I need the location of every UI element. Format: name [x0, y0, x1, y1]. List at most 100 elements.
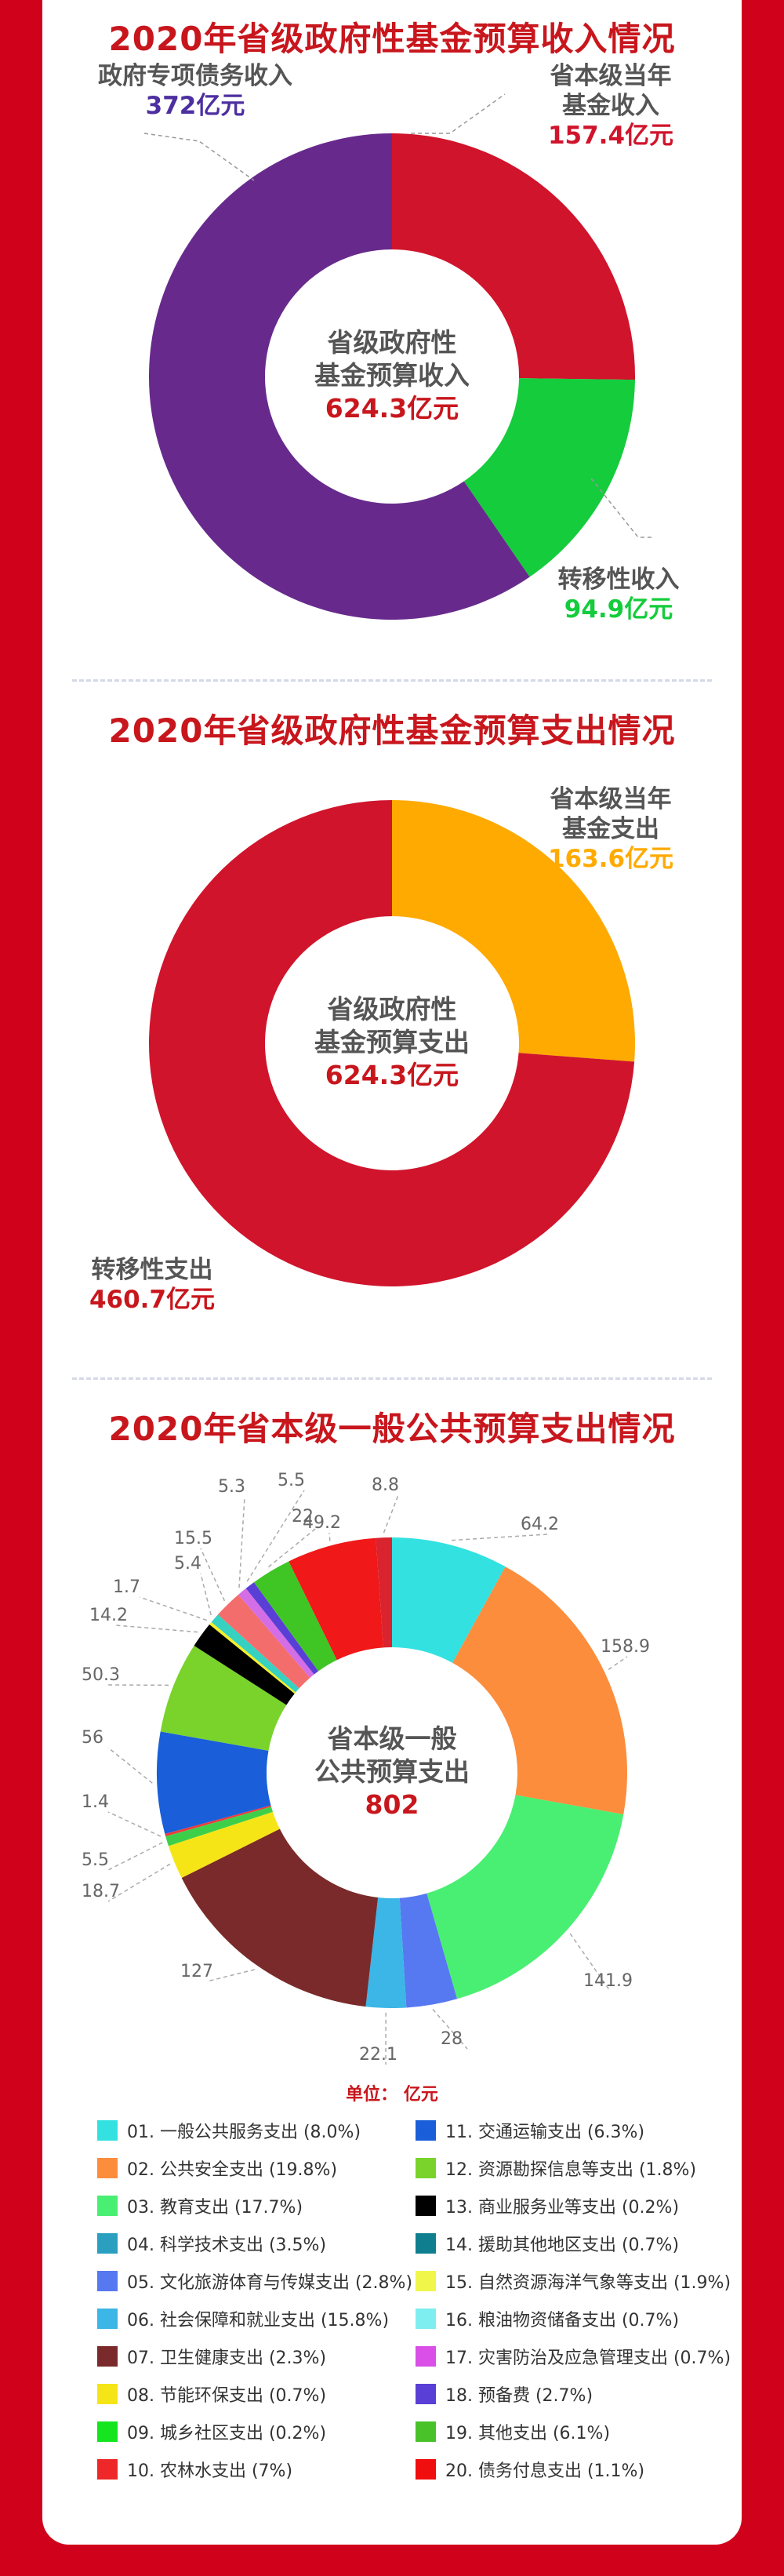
slice-name: 省本级当年 — [550, 62, 672, 90]
slice-1 — [392, 1537, 506, 1663]
legend-item: 11. 交通运输支出 (6.3%) — [416, 2118, 645, 2142]
income-chart-title: 2020年省级政府性基金预算收入情况 — [108, 20, 676, 58]
slice-value: 460.7亿元 — [89, 1286, 216, 1314]
leader-line — [200, 1573, 212, 1616]
income-donut-chart — [143, 93, 654, 620]
slice-name: 省本级当年 — [550, 785, 672, 813]
leader-line — [107, 1842, 163, 1871]
legend-swatch — [97, 2459, 118, 2480]
slice-6 — [181, 1828, 379, 2007]
leader-line — [139, 1596, 207, 1621]
legend-label: 13. 商业服务业等支出 (0.2%) — [445, 2198, 680, 2218]
legend-swatch — [97, 2309, 118, 2329]
leader-line — [200, 1548, 226, 1602]
slice-13 — [209, 1621, 296, 1694]
legend-label: 01. 一般公共服务支出 (8.0%) — [127, 2123, 361, 2142]
legend-label: 17. 灾害防治及应急管理支出 (0.7%) — [445, 2349, 731, 2368]
slice-value-label: 14.2 — [89, 1606, 128, 1625]
slice-5 — [365, 1897, 407, 2008]
legend-item: 04. 科学技术支出 (3.5%) — [97, 2231, 327, 2255]
slice-value-label: 15.5 — [174, 1529, 212, 1548]
slice-value-label: 5.5 — [278, 1471, 305, 1490]
slice-7 — [168, 1811, 280, 1879]
slice-value-label: 158.9 — [601, 1637, 650, 1657]
slice-value-label: 1.7 — [113, 1577, 140, 1597]
slice-value-label: 64.2 — [521, 1515, 559, 1534]
leader-line — [107, 1747, 153, 1784]
slice-value-label: 18.7 — [82, 1882, 120, 1901]
slice-2 — [452, 1566, 627, 1815]
slice-value-label: 5.5 — [82, 1850, 109, 1870]
legend-swatch — [416, 2233, 436, 2254]
slice-3 — [426, 1795, 624, 1999]
slice-8 — [165, 1806, 273, 1846]
slice-value-label: 8.8 — [372, 1475, 399, 1495]
slice-19 — [289, 1537, 383, 1661]
center-total: 624.3亿元 — [325, 393, 459, 424]
slice-label: 政府专项债务收入 372亿元 — [66, 61, 325, 121]
leader-line — [569, 1933, 611, 1992]
slice-name: 基金收入 — [562, 92, 659, 120]
slice-3 — [149, 133, 530, 620]
legend-swatch — [416, 2421, 436, 2442]
slice-value-label: 5.4 — [174, 1554, 201, 1574]
slice-9 — [165, 1805, 271, 1837]
slice-1 — [392, 800, 635, 1062]
legend-label: 08. 节能环保支出 (0.7%) — [127, 2386, 327, 2406]
legend-item: 12. 资源勘探信息等支出 (1.8%) — [416, 2156, 697, 2180]
legend-label: 11. 交通运输支出 (6.3%) — [445, 2123, 645, 2142]
legend-swatch — [97, 2384, 118, 2404]
report-card: 2020年省级政府性基金预算收入情况 2020年省级政府性基金预算支出情况 20… — [42, 0, 742, 2545]
slice-value-label: 1.4 — [82, 1792, 109, 1812]
slice-2 — [463, 378, 635, 577]
legend-label: 04. 科学技术支出 (3.5%) — [127, 2236, 327, 2255]
slice-value: 157.4亿元 — [547, 122, 674, 150]
legend-item: 07. 卫生健康支出 (2.3%) — [97, 2344, 326, 2368]
legend-item: 16. 粮油物资储备支出 (0.7%) — [416, 2306, 679, 2330]
legend-item: 14. 援助其他地区支出 (0.7%) — [416, 2231, 679, 2255]
legend-swatch — [97, 2196, 118, 2216]
slice-18 — [253, 1561, 337, 1672]
center-caption: 省级政府性 — [327, 994, 457, 1024]
slice-value-label: 5.3 — [218, 1477, 245, 1497]
slice-value-label: 56 — [82, 1728, 103, 1748]
legend-item: 20. 债务付息支出 (1.1%) — [416, 2457, 645, 2481]
unit-label: 单位： 亿元 — [346, 2085, 438, 2105]
general-budget-chart-title: 2020年省本级一般公共预算支出情况 — [108, 1410, 676, 1448]
leader-line — [608, 1656, 628, 1670]
slice-label: 省本级当年 基金支出 163.6亿元 — [513, 784, 709, 874]
slice-value-label: 22 — [292, 1507, 314, 1526]
slice-1 — [392, 133, 635, 380]
legend-label: 06. 社会保障和就业支出 (15.8%) — [127, 2311, 390, 2330]
legend-swatch — [416, 2346, 436, 2367]
center-total: 624.3亿元 — [325, 1060, 459, 1090]
legend-label: 12. 资源勘探信息等支出 (1.8%) — [445, 2160, 697, 2180]
legend-item: 13. 商业服务业等支出 (0.2%) — [416, 2193, 680, 2218]
center-caption: 基金预算收入 — [314, 360, 470, 391]
legend-label: 02. 公共安全支出 (19.8%) — [127, 2160, 338, 2180]
legend-item: 17. 灾害防治及应急管理支出 (0.7%) — [416, 2344, 731, 2368]
expense-donut-chart — [149, 800, 635, 1286]
legend-item: 10. 农林水支出 (7%) — [97, 2457, 292, 2481]
leader-line — [115, 1625, 198, 1633]
slice-20 — [376, 1537, 392, 1648]
leader-line — [383, 1494, 399, 1534]
legend-swatch — [416, 2459, 436, 2480]
legend-item: 19. 其他支出 (6.1%) — [416, 2419, 610, 2443]
slice-15 — [217, 1594, 310, 1689]
slice-value: 94.9亿元 — [564, 595, 673, 624]
slice-value: 163.6亿元 — [547, 845, 674, 873]
legend-label: 20. 债务付息支出 (1.1%) — [445, 2461, 645, 2481]
slice-14 — [211, 1614, 299, 1693]
slice-label: 转移性收入 94.9亿元 — [528, 565, 709, 624]
slice-17 — [245, 1582, 319, 1675]
expense-chart-title: 2020年省级政府性基金预算支出情况 — [108, 711, 676, 750]
slice-value-label: 49.2 — [303, 1513, 341, 1533]
leader-line — [107, 1863, 171, 1902]
slice-name: 转移性收入 — [557, 566, 680, 594]
legend-swatch — [416, 2158, 436, 2178]
slice-name: 基金支出 — [562, 815, 659, 843]
leader-line — [452, 1534, 548, 1541]
donut-center-label: 省级政府性 基金预算收入 624.3亿元 — [267, 326, 517, 425]
legend-swatch — [416, 2271, 436, 2291]
